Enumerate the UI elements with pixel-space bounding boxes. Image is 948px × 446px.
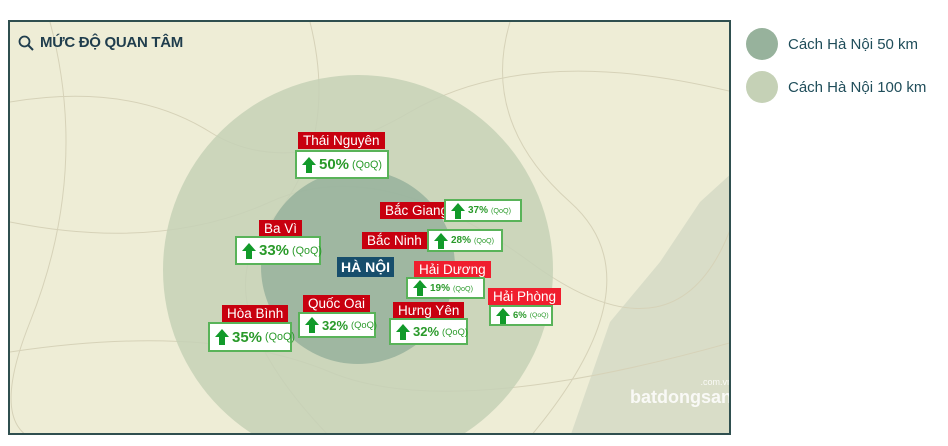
place-name: Ba Vì (259, 220, 303, 237)
place-value: 50% (QoQ) (295, 150, 389, 179)
place-name: Quốc Oai (303, 295, 371, 312)
place-name: Hòa Bình (222, 305, 289, 322)
place-value: 32% (QoQ) (389, 318, 468, 345)
place-name: Bắc Ninh (362, 232, 427, 249)
place-value: 35% (QoQ) (208, 322, 295, 352)
legend-swatch (746, 71, 778, 103)
arrow-up-icon (434, 232, 448, 249)
place-name: Bắc Giang (380, 202, 454, 219)
map[interactable]: MỨC ĐỘ QUAN TÂM HÀ NỘI Thái Nguyên 50% (Q… (8, 20, 731, 435)
place-name: Hải Dương (414, 261, 491, 278)
legend-label: Cách Hà Nội 100 km (788, 78, 927, 96)
place-value: 19% (QoQ) (406, 277, 485, 299)
place-value: 28% (QoQ) (427, 229, 503, 252)
batdongsan-logo: .com.vn batdongsan (630, 377, 731, 407)
title-text: MỨC ĐỘ QUAN TÂM (40, 34, 183, 51)
place-value: 33% (QoQ) (235, 236, 322, 265)
legend-item-100km: Cách Hà Nội 100 km (746, 71, 926, 103)
arrow-up-icon (215, 329, 229, 345)
place-value: 6% (QoQ) (489, 305, 553, 326)
map-title: MỨC ĐỘ QUAN TÂM (18, 34, 183, 51)
arrow-up-icon (451, 202, 465, 219)
arrow-up-icon (413, 280, 427, 296)
place-name: Thái Nguyên (298, 132, 385, 149)
search-icon (18, 35, 34, 51)
place-name: Hải Phòng (488, 288, 562, 305)
map-background (10, 22, 729, 433)
arrow-up-icon (396, 323, 410, 340)
place-value: 32% (QoQ) (298, 312, 377, 338)
legend-label: Cách Hà Nội 50 km (788, 35, 919, 53)
hanoi-label: HÀ NỘI (337, 257, 394, 277)
place-value: 37% (QoQ) (444, 199, 522, 222)
place-name: Hưng Yên (393, 302, 465, 319)
arrow-up-icon (305, 317, 319, 333)
legend-item-50km: Cách Hà Nội 50 km (746, 28, 918, 60)
legend-swatch (746, 28, 778, 60)
arrow-up-icon (242, 242, 256, 259)
arrow-up-icon (302, 156, 316, 173)
arrow-up-icon (496, 307, 510, 324)
